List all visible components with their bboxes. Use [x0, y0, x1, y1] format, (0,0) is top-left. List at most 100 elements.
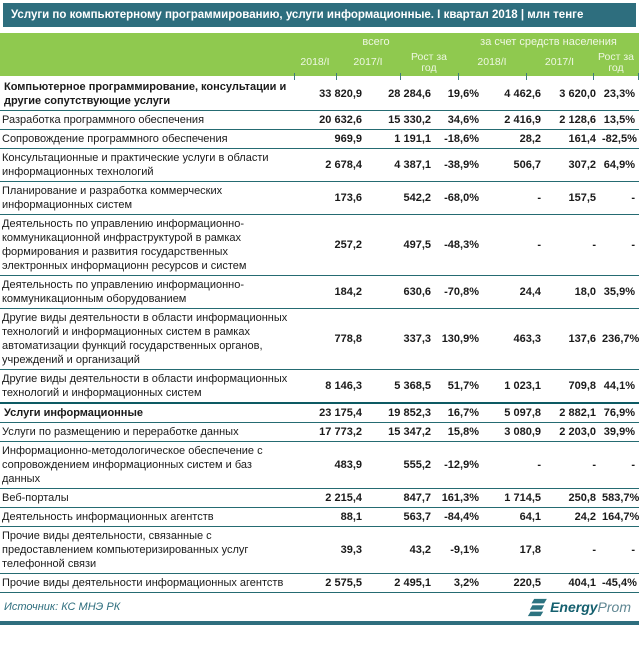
table-row: Деятельность информационных агентств 88,…	[0, 508, 639, 527]
row-value-pop-growth: -82,5%	[602, 133, 637, 145]
table-row: Веб-порталы 2 215,4 847,7 161,3% 1 714,5…	[0, 489, 639, 508]
row-value-total-2017: 563,7	[403, 511, 431, 523]
row-value-pop-2017: 137,6	[568, 333, 596, 345]
row-value-pop-growth: -	[631, 544, 635, 556]
row-value-pop-growth: -	[631, 239, 635, 251]
row-value-total-growth: -70,8%	[444, 286, 479, 298]
row-value-pop-2018: 506,7	[513, 159, 541, 171]
row-value-total-growth: -9,1%	[450, 544, 479, 556]
row-value-pop-2018: 3 080,9	[504, 426, 541, 438]
column-header-total-growth: Рост за год	[400, 50, 458, 80]
row-value-pop-2018: 17,8	[519, 544, 541, 556]
table-header: всего за счет средств населения 2018/I 2…	[0, 33, 639, 80]
row-label: Информационно-методологическое обеспечен…	[2, 445, 263, 485]
row-value-total-2017: 630,6	[403, 286, 431, 298]
row-value-total-2018: 2 215,4	[325, 492, 362, 504]
row-value-total-2017: 4 387,1	[394, 159, 431, 171]
row-value-pop-2017: 2 203,0	[559, 426, 596, 438]
row-value-total-2018: 23 175,4	[319, 407, 362, 419]
row-value-pop-2018: 4 462,6	[504, 88, 541, 100]
table-row: Другие виды деятельности в области инфор…	[0, 309, 639, 370]
row-value-pop-2017: 709,8	[568, 380, 596, 392]
row-value-total-2018: 969,9	[334, 133, 362, 145]
table-row: Услуги информационные 23 175,4 19 852,3 …	[0, 403, 639, 423]
row-value-pop-2017: 161,4	[568, 133, 596, 145]
row-value-total-2017: 497,5	[403, 239, 431, 251]
row-value-pop-2018: 2 416,9	[504, 114, 541, 126]
row-value-pop-2018: 463,3	[513, 333, 541, 345]
row-value-total-2017: 555,2	[403, 459, 431, 471]
row-value-total-growth: -18,6%	[444, 133, 479, 145]
table-row: Прочие виды деятельности информационных …	[0, 574, 639, 593]
row-value-total-2018: 184,2	[334, 286, 362, 298]
row-value-pop-2018: 24,4	[519, 286, 541, 298]
row-value-pop-2017: 250,8	[568, 492, 596, 504]
data-table: Компьютерное программирование, консульта…	[0, 78, 639, 593]
row-value-total-2018: 88,1	[340, 511, 362, 523]
row-value-total-2018: 20 632,6	[319, 114, 362, 126]
column-header-spacer	[0, 50, 294, 76]
row-value-pop-2018: 1 714,5	[504, 492, 541, 504]
row-value-pop-2017: -	[592, 544, 596, 556]
row-value-total-2017: 28 284,6	[388, 88, 431, 100]
row-value-total-2017: 2 495,1	[394, 577, 431, 589]
row-value-total-2018: 2 678,4	[325, 159, 362, 171]
column-header-row: 2018/I 2017/I Рост за год 2018/I 2017/I …	[0, 50, 639, 80]
row-value-total-2017: 1 191,1	[394, 133, 431, 145]
row-label: Консультационные и практические услуги в…	[2, 152, 269, 178]
row-value-pop-2017: 307,2	[568, 159, 596, 171]
row-value-total-2018: 33 820,9	[319, 88, 362, 100]
row-value-pop-2017: 157,5	[568, 192, 596, 204]
row-value-total-growth: -12,9%	[444, 459, 479, 471]
table-row: Разработка программного обеспечения 20 6…	[0, 111, 639, 130]
row-value-total-2017: 542,2	[403, 192, 431, 204]
row-value-total-2017: 847,7	[403, 492, 431, 504]
row-value-pop-2017: 2 882,1	[559, 407, 596, 419]
row-value-total-growth: -48,3%	[444, 239, 479, 251]
row-value-total-growth: -84,4%	[444, 511, 479, 523]
row-value-total-growth: 161,3%	[441, 492, 479, 504]
bottom-accent-bar	[0, 621, 639, 625]
column-header-pop-2017: 2017/I	[526, 50, 593, 80]
row-value-total-growth: 130,9%	[441, 333, 479, 345]
row-value-pop-2018: -	[537, 192, 541, 204]
table-row: Прочие виды деятельности, связанные с пр…	[0, 527, 639, 574]
row-value-pop-2017: 2 128,6	[559, 114, 596, 126]
row-value-total-growth: -38,9%	[444, 159, 479, 171]
energyprom-logo-light: Prom	[597, 599, 631, 615]
column-header-total-2018: 2018/I	[294, 50, 336, 80]
row-value-pop-2017: -	[592, 239, 596, 251]
row-value-total-2018: 2 575,5	[325, 577, 362, 589]
report-title-bar: Услуги по компьютерному программированию…	[3, 3, 636, 27]
row-value-pop-2017: -	[592, 459, 596, 471]
row-value-pop-2017: 24,2	[574, 511, 596, 523]
table-row: Деятельность по управлению информационно…	[0, 276, 639, 309]
row-value-total-2017: 337,3	[403, 333, 431, 345]
row-value-pop-2018: 5 097,8	[504, 407, 541, 419]
source-note: Источник: КС МНЭ РК	[4, 601, 121, 613]
table-row: Консультационные и практические услуги в…	[0, 149, 639, 182]
row-value-pop-growth: 23,3%	[603, 88, 635, 100]
report-page: Услуги по компьютерному программированию…	[0, 3, 639, 658]
row-value-total-2017: 15 330,2	[388, 114, 431, 126]
row-label: Другие виды деятельности в области инфор…	[2, 373, 288, 399]
row-label: Планирование и разработка коммерческих и…	[2, 185, 223, 211]
row-label: Разработка программного обеспечения	[2, 114, 205, 126]
row-value-total-growth: 15,8%	[447, 426, 479, 438]
row-value-pop-growth: 76,9%	[603, 407, 635, 419]
row-value-total-growth: 19,6%	[447, 88, 479, 100]
column-header-total-2017: 2017/I	[336, 50, 400, 80]
row-value-pop-growth: 583,7%	[602, 492, 639, 504]
row-value-pop-growth: 164,7%	[602, 511, 639, 523]
row-value-pop-2018: 1 023,1	[504, 380, 541, 392]
row-label: Другие виды деятельности в области инфор…	[2, 312, 288, 366]
row-value-pop-2018: 220,5	[513, 577, 541, 589]
row-value-total-growth: 51,7%	[447, 380, 479, 392]
row-label: Деятельность информационных агентств	[2, 511, 214, 523]
row-value-pop-growth: 236,7%	[602, 333, 639, 345]
energyprom-logo-text: EnergyProm	[550, 599, 631, 615]
row-value-pop-2018: 64,1	[519, 511, 541, 523]
energyprom-logo-bold: Energy	[550, 599, 598, 615]
energyprom-logo-icon	[527, 598, 547, 616]
row-value-total-2018: 173,6	[334, 192, 362, 204]
